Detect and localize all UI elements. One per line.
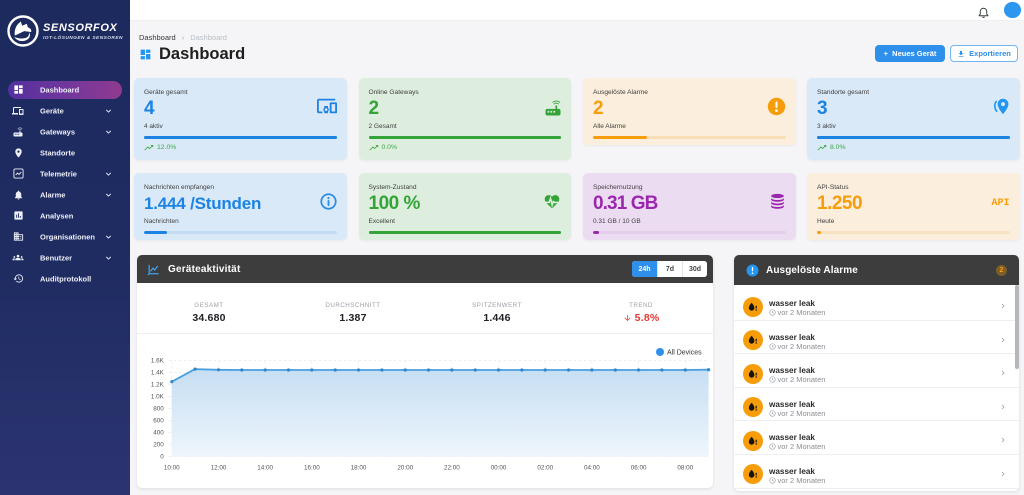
svg-text:00:00: 00:00 <box>491 465 507 472</box>
svg-text:1.2K: 1.2K <box>151 382 165 389</box>
svg-text:20:00: 20:00 <box>397 465 413 472</box>
svg-text:800: 800 <box>153 406 164 413</box>
svg-text:400: 400 <box>153 430 164 437</box>
svg-text:02:00: 02:00 <box>537 465 553 472</box>
svg-text:06:00: 06:00 <box>631 465 647 472</box>
svg-text:18:00: 18:00 <box>351 465 367 472</box>
svg-text:08:00: 08:00 <box>677 465 693 472</box>
svg-text:200: 200 <box>153 442 164 449</box>
svg-text:22:00: 22:00 <box>444 465 460 472</box>
svg-text:04:00: 04:00 <box>584 465 600 472</box>
svg-text:All Devices: All Devices <box>667 350 702 357</box>
svg-text:1.6K: 1.6K <box>151 358 165 365</box>
svg-text:1.0K: 1.0K <box>151 394 165 401</box>
svg-text:1.4K: 1.4K <box>151 370 165 377</box>
svg-text:16:00: 16:00 <box>304 465 320 472</box>
svg-text:600: 600 <box>153 418 164 425</box>
svg-text:10:00: 10:00 <box>164 465 180 472</box>
svg-text:12:00: 12:00 <box>211 465 227 472</box>
svg-text:14:00: 14:00 <box>257 465 273 472</box>
svg-text:0: 0 <box>160 454 164 461</box>
